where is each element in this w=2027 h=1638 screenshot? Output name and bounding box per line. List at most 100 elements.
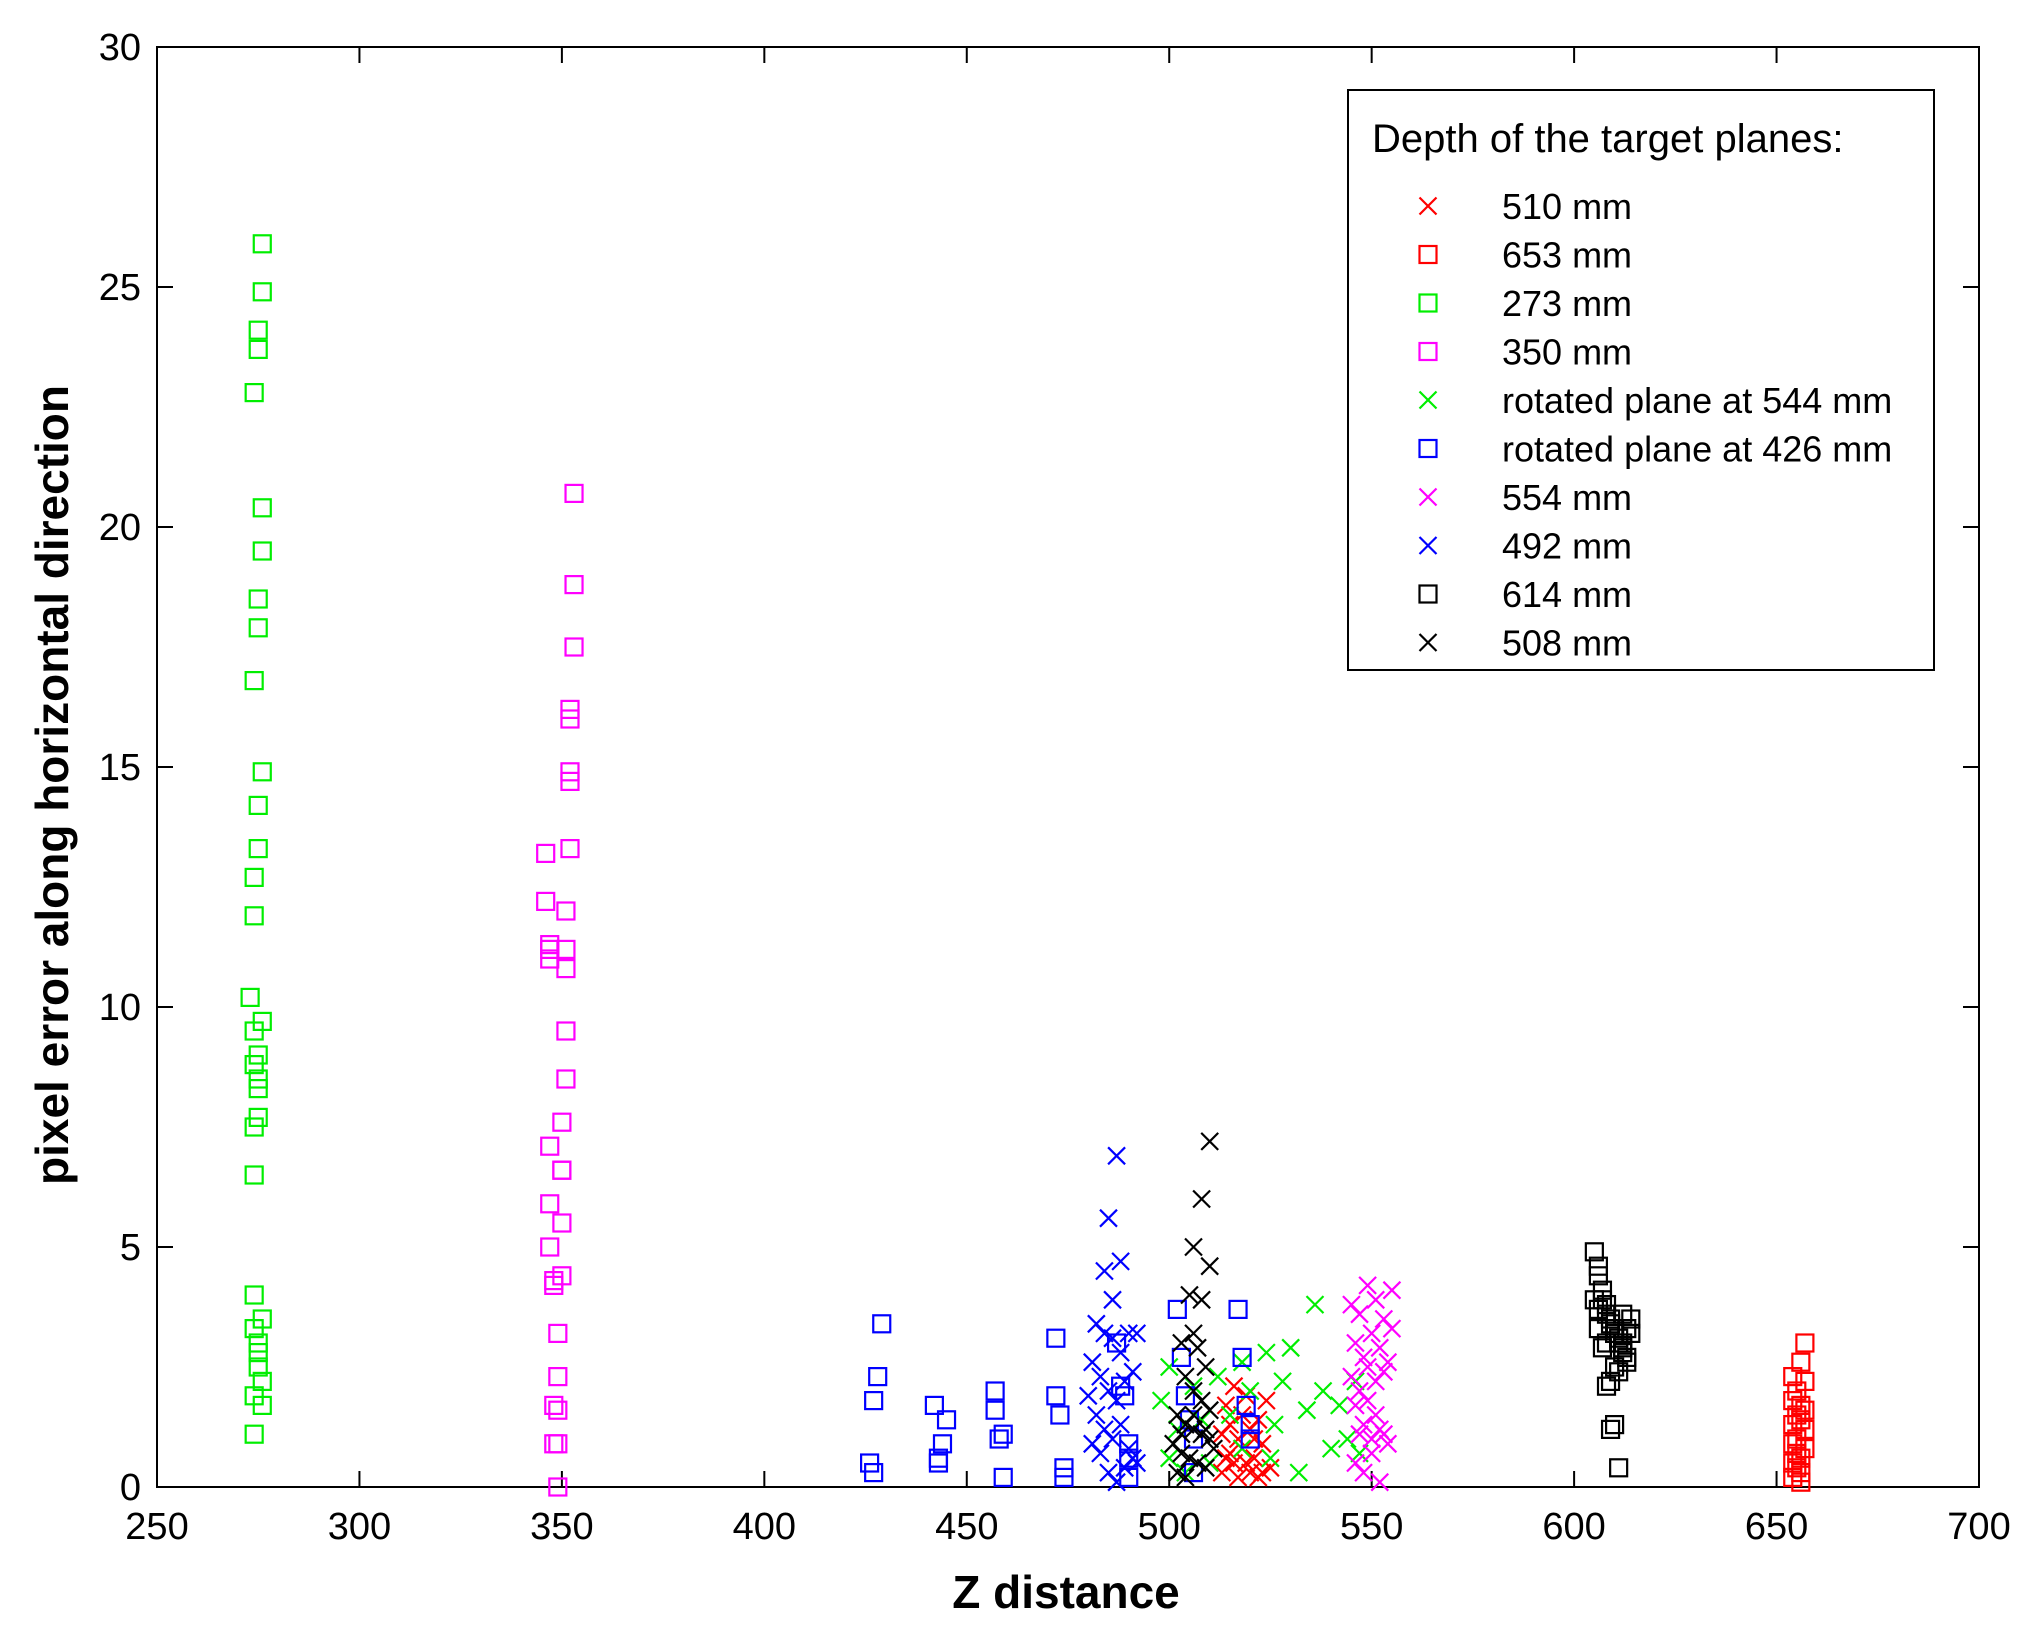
legend-marker <box>1418 244 1438 265</box>
data-point <box>1261 1448 1280 1468</box>
data-point <box>872 1314 892 1334</box>
data-point <box>1196 1357 1215 1377</box>
legend-label: 653 mm <box>1502 235 1632 276</box>
data-point <box>1188 1338 1207 1358</box>
data-point <box>564 483 584 503</box>
data-point <box>556 901 576 921</box>
data-point <box>985 1400 1005 1420</box>
data-point <box>556 958 576 979</box>
data-point <box>252 282 272 302</box>
legend-marker <box>1418 633 1438 652</box>
data-point <box>1196 1420 1215 1439</box>
legend-box <box>1347 89 1935 671</box>
series-1 <box>1783 1333 1815 1492</box>
data-point <box>1115 1386 1135 1406</box>
data-point <box>552 1112 572 1132</box>
data-point <box>1588 1256 1609 1276</box>
data-point <box>1200 1132 1219 1151</box>
data-point <box>1604 1414 1625 1435</box>
data-point <box>1613 1333 1633 1353</box>
x-tick-label: 350 <box>530 1506 593 1548</box>
data-point <box>1783 1366 1803 1387</box>
data-point <box>1046 1386 1066 1406</box>
data-point <box>1180 1448 1199 1468</box>
data-point <box>244 1054 264 1075</box>
x-tick-label: 700 <box>1947 1506 2010 1548</box>
data-point <box>1588 1266 1609 1286</box>
data-point <box>1200 1256 1219 1276</box>
y-tick-label: 20 <box>99 507 141 549</box>
data-point <box>1111 1252 1130 1271</box>
legend-label: 508 mm <box>1502 623 1632 664</box>
data-point <box>540 1194 560 1214</box>
data-point <box>1087 1405 1106 1425</box>
data-point <box>1220 1415 1240 1434</box>
data-point <box>244 383 264 403</box>
data-point <box>1289 1463 1309 1482</box>
data-point <box>864 1462 884 1483</box>
data-point <box>248 1078 268 1099</box>
data-point <box>1176 1367 1195 1386</box>
series-6 <box>1342 1276 1402 1492</box>
data-point <box>1180 1285 1199 1305</box>
data-point <box>1273 1372 1292 1391</box>
y-tick-label: 15 <box>99 747 141 789</box>
data-point <box>1592 1338 1613 1358</box>
data-point <box>548 1400 568 1420</box>
data-point <box>1159 1448 1179 1468</box>
legend-marker <box>1418 536 1438 555</box>
data-point <box>1107 1146 1126 1166</box>
data-point <box>252 541 272 561</box>
x-tick-label: 300 <box>328 1506 391 1548</box>
data-point <box>1346 1333 1365 1353</box>
data-point <box>1374 1424 1394 1444</box>
data-point <box>1378 1434 1398 1454</box>
data-point <box>1382 1319 1402 1338</box>
data-point <box>1358 1276 1377 1295</box>
data-point <box>1172 1444 1191 1463</box>
data-point <box>1103 1328 1122 1348</box>
data-point <box>1171 1347 1191 1368</box>
data-point <box>1107 1391 1126 1410</box>
data-point <box>1151 1391 1171 1410</box>
data-point <box>560 838 580 859</box>
data-point <box>1281 1338 1300 1358</box>
data-point <box>1342 1295 1361 1314</box>
data-point <box>1366 1290 1385 1310</box>
data-point <box>1232 1352 1252 1372</box>
data-point <box>248 1342 268 1363</box>
data-point <box>868 1366 888 1387</box>
data-point <box>1200 1400 1219 1420</box>
data-point <box>248 795 268 816</box>
data-point <box>1050 1405 1070 1425</box>
data-point <box>1240 1414 1260 1435</box>
data-point <box>1200 1429 1219 1449</box>
legend-label: 492 mm <box>1502 526 1632 567</box>
data-point <box>1220 1405 1240 1425</box>
data-point <box>1584 1242 1604 1262</box>
data-point <box>1354 1348 1373 1367</box>
data-point <box>244 1318 264 1339</box>
legend-label: rotated plane at 426 mm <box>1502 429 1892 470</box>
data-point <box>244 1285 264 1305</box>
data-point <box>248 1357 268 1377</box>
data-point <box>252 1395 272 1416</box>
data-point <box>244 867 264 888</box>
data-point <box>1297 1400 1317 1420</box>
data-point <box>244 1117 264 1137</box>
x-tick-label: 650 <box>1745 1506 1808 1548</box>
data-point <box>1119 1434 1139 1454</box>
data-point <box>1228 1299 1248 1320</box>
data-point <box>1107 1472 1126 1492</box>
data-point <box>1123 1448 1143 1468</box>
data-point <box>928 1453 949 1473</box>
data-point <box>989 1429 1009 1449</box>
data-point <box>1791 1472 1811 1492</box>
data-point <box>548 1323 568 1344</box>
data-point <box>1257 1343 1276 1362</box>
data-point <box>1358 1391 1377 1410</box>
data-point <box>240 987 260 1008</box>
data-point <box>1370 1472 1390 1492</box>
